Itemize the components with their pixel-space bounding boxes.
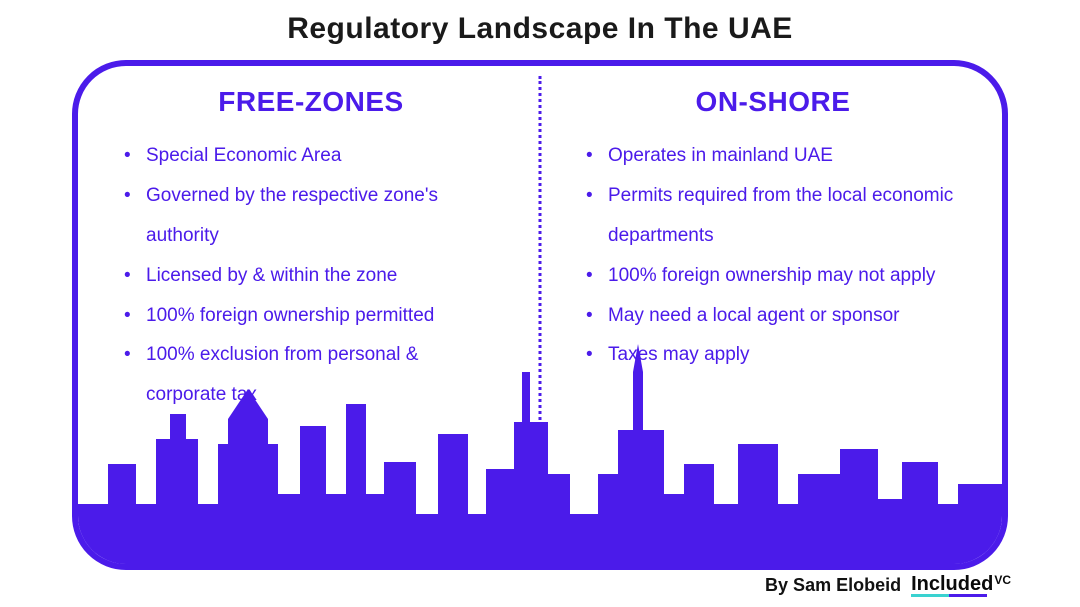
- content-frame: FREE-ZONES Special Economic Area Governe…: [72, 60, 1008, 570]
- list-item: Permits required from the local economic…: [586, 176, 966, 256]
- brand-logo: IncludedVC: [911, 573, 1010, 597]
- list-onshore: Operates in mainland UAE Permits require…: [580, 136, 966, 375]
- list-item: Special Economic Area: [124, 136, 504, 176]
- list-item: 100% foreign ownership permitted: [124, 296, 504, 336]
- heading-onshore: ON-SHORE: [580, 86, 966, 118]
- column-freezones: FREE-ZONES Special Economic Area Governe…: [78, 66, 540, 564]
- list-freezones: Special Economic Area Governed by the re…: [118, 136, 504, 415]
- list-item: 100% exclusion from personal & corporate…: [124, 335, 504, 415]
- list-item: Governed by the respective zone's author…: [124, 176, 504, 256]
- column-onshore: ON-SHORE Operates in mainland UAE Permit…: [540, 66, 1002, 564]
- list-item: 100% foreign ownership may not apply: [586, 256, 966, 296]
- list-item: Licensed by & within the zone: [124, 256, 504, 296]
- page-title: Regulatory Landscape In The UAE: [0, 0, 1080, 46]
- list-item: Operates in mainland UAE: [586, 136, 966, 176]
- list-item: Taxes may apply: [586, 335, 966, 375]
- list-item: May need a local agent or sponsor: [586, 296, 966, 336]
- brand-suffix: VC: [994, 573, 1011, 587]
- heading-freezones: FREE-ZONES: [118, 86, 504, 118]
- footer: By Sam Elobeid IncludedVC: [765, 573, 1010, 597]
- columns-container: FREE-ZONES Special Economic Area Governe…: [78, 66, 1002, 564]
- byline: By Sam Elobeid: [765, 575, 901, 596]
- brand-name: Included: [911, 573, 993, 595]
